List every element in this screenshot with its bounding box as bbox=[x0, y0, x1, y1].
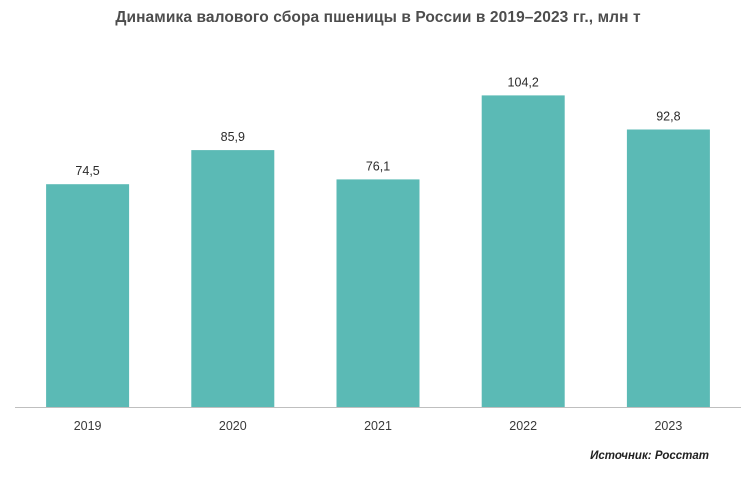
x-tick-label-2022: 2022 bbox=[509, 419, 537, 433]
bar-2019 bbox=[46, 184, 130, 407]
data-label-2023: 92,8 bbox=[656, 110, 680, 124]
labels-layer: 74,5 2019 85,9 2020 76,1 2021 104,2 2022 92,8 202… bbox=[74, 75, 683, 433]
data-label-2021: 76,1 bbox=[366, 159, 390, 173]
bar-2022 bbox=[481, 95, 565, 408]
bar-2020 bbox=[191, 150, 275, 407]
bars-layer bbox=[46, 95, 710, 408]
data-label-2019: 74,5 bbox=[75, 164, 99, 178]
x-tick-label-2020: 2020 bbox=[219, 419, 247, 433]
data-label-2020: 85,9 bbox=[221, 130, 245, 144]
x-tick-label-2021: 2021 bbox=[364, 419, 392, 433]
x-tick-label-2023: 2023 bbox=[654, 419, 682, 433]
source-note: Источник: Росстат bbox=[590, 450, 709, 462]
data-label-2022: 104,2 bbox=[508, 75, 539, 89]
x-tick-label-2019: 2019 bbox=[74, 419, 102, 433]
chart-title: Динамика валового сбора пшеницы в России… bbox=[115, 9, 641, 26]
bar-2023 bbox=[626, 129, 710, 407]
bar-2021 bbox=[336, 179, 420, 407]
